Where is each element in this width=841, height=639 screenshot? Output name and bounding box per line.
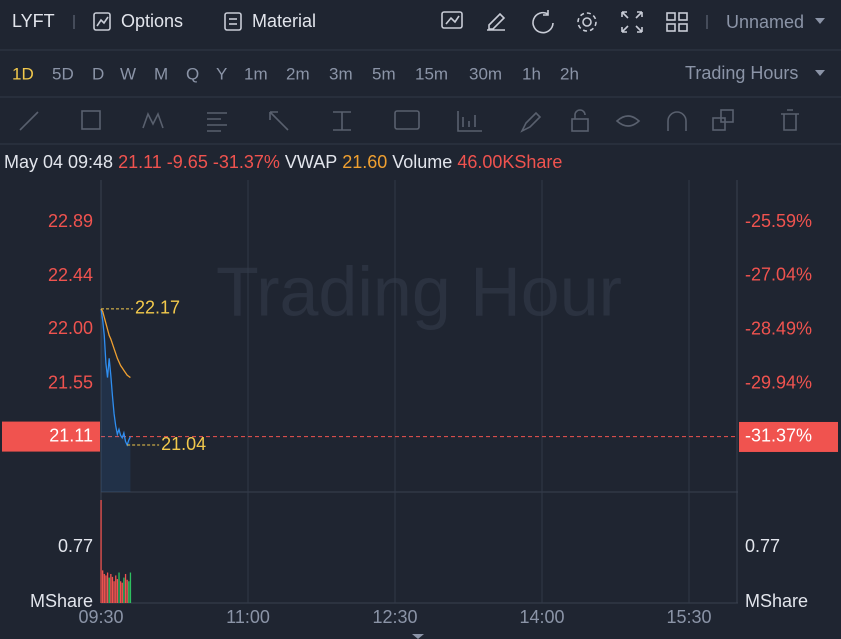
series-line <box>100 308 131 447</box>
volume-bar <box>110 573 112 603</box>
x-tick-label: 14:00 <box>519 607 564 627</box>
info-vwap-label: VWAP <box>285 152 337 172</box>
x-tick-label: 12:30 <box>372 607 417 627</box>
period-button[interactable]: 15m <box>415 64 448 83</box>
symbol[interactable]: LYFT <box>12 11 55 31</box>
volume-bar <box>120 581 122 603</box>
info-volume-label: Volume <box>392 152 452 172</box>
volume-unit: MShare <box>745 591 808 611</box>
dropdown-arrow[interactable] <box>815 70 825 76</box>
y-tick-label: 21.55 <box>48 372 93 392</box>
dropdown-arrow[interactable] <box>815 18 825 24</box>
period-button[interactable]: D <box>92 64 104 83</box>
period-bar: 1D 5D D W M Q Y 1m 2m 3m 5m 15m 30m 1h 2h <box>12 64 579 83</box>
volume-unit: MShare <box>30 591 93 611</box>
period-button[interactable]: 1h <box>522 64 541 83</box>
period-button[interactable]: 1m <box>244 64 268 83</box>
pct-tag <box>739 421 838 452</box>
toolbar-icons[interactable] <box>441 10 688 34</box>
volume-bar <box>129 572 132 603</box>
volume-bar <box>105 575 107 603</box>
y2-tick-label: -25.59% <box>745 211 812 231</box>
period-button[interactable]: M <box>154 64 168 83</box>
volume-bar <box>121 582 123 603</box>
layout-name[interactable]: Unnamed <box>726 12 804 32</box>
extreme-label: 21.04 <box>161 434 206 454</box>
session-select[interactable]: Trading Hours <box>685 63 798 83</box>
x-tick-label: 09:30 <box>78 607 123 627</box>
volume-bar <box>115 575 117 603</box>
y-tick-label: 22.89 <box>48 211 93 231</box>
info-change-pct: -31.37% <box>213 152 280 172</box>
info-price: 21.11 <box>118 152 162 172</box>
volume-bar <box>100 499 102 603</box>
options-icon[interactable] <box>93 12 111 31</box>
info-time: May 04 09:48 <box>4 152 113 172</box>
period-button[interactable]: 1D <box>12 64 34 83</box>
volume-bar <box>126 579 128 603</box>
period-button[interactable]: Y <box>216 64 227 83</box>
material-button[interactable]: Material <box>252 11 316 31</box>
volume-bar <box>128 581 130 603</box>
info-change: -9.65 <box>167 152 208 172</box>
info-vwap: 21.60 <box>342 152 387 172</box>
y2-tick-label: -31.37% <box>745 426 812 446</box>
volume-bar <box>111 576 114 603</box>
period-button[interactable]: 3m <box>329 64 353 83</box>
drawing-tools[interactable] <box>19 109 799 133</box>
watermark: Trading Hour <box>216 252 622 330</box>
volume-tick-label: 0.77 <box>58 536 93 556</box>
period-button[interactable]: 2h <box>560 64 579 83</box>
y2-tick-label: -28.49% <box>745 319 812 339</box>
price-area <box>101 308 131 492</box>
period-button[interactable]: 30m <box>469 64 502 83</box>
price-tag <box>2 421 100 452</box>
options-button[interactable]: Options <box>121 11 183 31</box>
material-icon[interactable] <box>224 12 242 31</box>
volume-bar <box>124 573 127 603</box>
y2-tick-label: -29.94% <box>745 373 812 393</box>
x-tick-label: 11:00 <box>226 607 270 627</box>
info-row: May 04 09:48 21.11 -9.65 -31.37% VWAP 21.60 Vo… <box>4 152 562 172</box>
x-tick-label: 15:30 <box>666 607 711 627</box>
period-button[interactable]: W <box>120 64 136 83</box>
volume-bar <box>118 572 120 603</box>
period-button[interactable]: 2m <box>286 64 310 83</box>
y-tick-label: 21.11 <box>49 425 93 445</box>
volume-bar <box>106 572 109 603</box>
volume-bar <box>116 579 119 603</box>
period-button[interactable]: 5D <box>52 64 74 83</box>
volume-bar <box>102 570 104 603</box>
chart: 09:30 11:00 12:30 14:00 15:30 22.89 22.44 22.00… <box>2 180 838 627</box>
volume-tick-label: 0.77 <box>745 536 780 556</box>
y2-tick-label: -27.04% <box>745 265 812 285</box>
y-tick-label: 22.00 <box>48 318 93 338</box>
panel-handle[interactable] <box>412 634 424 639</box>
volume-bar <box>113 581 115 603</box>
period-button[interactable]: 5m <box>372 64 396 83</box>
extreme-label: 22.17 <box>135 298 180 318</box>
y-tick-label: 22.44 <box>48 265 93 285</box>
volume-bar <box>103 573 105 603</box>
period-button[interactable]: Q <box>186 64 199 83</box>
volume-bar <box>123 577 125 603</box>
info-volume: 46.00KShare <box>457 152 562 172</box>
series-line <box>100 308 131 379</box>
volume-bar <box>108 577 110 603</box>
